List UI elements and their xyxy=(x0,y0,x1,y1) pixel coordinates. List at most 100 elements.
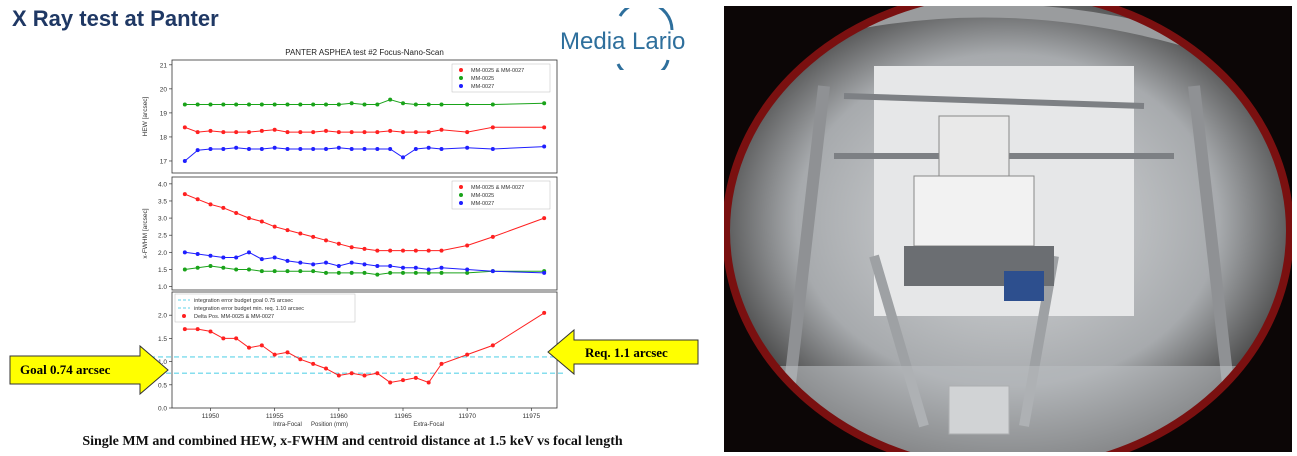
panel-1-series-1-point xyxy=(375,130,380,135)
panel-1-ytick-label: 17 xyxy=(160,158,168,165)
panel-3-series-1-point xyxy=(362,373,367,378)
panel-1-series-1-point xyxy=(208,128,213,133)
panel-2-series-2-point xyxy=(234,267,239,272)
panel-1-series-2-point xyxy=(182,102,187,107)
slide-title: X Ray test at Panter xyxy=(12,6,219,31)
panel-1-legend-label: MM-0025 xyxy=(471,76,494,82)
panel-2-series-2-point xyxy=(426,270,431,275)
panel-1-series-1-point xyxy=(311,130,316,135)
panel-1-series-1-point xyxy=(465,130,470,135)
panel-1-series-2-point xyxy=(247,102,251,107)
panel-1-series-2-point xyxy=(465,102,470,107)
panel-1-legend-marker xyxy=(459,76,463,80)
panel-2-legend-marker xyxy=(459,193,463,197)
panel-1-series-2-point xyxy=(234,102,239,107)
panel-2-ytick-label: 1.5 xyxy=(158,267,167,274)
panel-2-series-1-point xyxy=(182,192,187,197)
panel-2-ytick-label: 4.0 xyxy=(158,181,167,188)
panel-2-series-2-point xyxy=(221,265,226,270)
panel-2-series-1-point xyxy=(311,234,316,239)
panel-1-series-1-point xyxy=(542,125,547,130)
panel-3-series-1-point xyxy=(259,343,264,348)
panel-1-ytick-label: 18 xyxy=(160,134,168,141)
panel-1-series-1-point xyxy=(195,130,200,135)
panel-1-series-3-point xyxy=(490,146,495,151)
panel-3-series-1-point xyxy=(426,380,431,385)
panel-1-series-2-point xyxy=(272,102,277,107)
panel-1-series-1-point xyxy=(490,125,495,130)
panel-1-series-3-point xyxy=(272,145,277,150)
panel-2-series-1-point xyxy=(401,248,405,253)
xtick-label: 11970 xyxy=(458,413,476,420)
panel-2-series-3-point xyxy=(362,262,367,267)
panel-1-series-3-point xyxy=(465,145,470,150)
panel-1-series-1-point xyxy=(336,130,341,135)
panel-1-legend-box xyxy=(451,63,551,93)
panel-2-series-3-point xyxy=(375,264,380,269)
panel-2-series-2-point xyxy=(439,270,444,275)
panel-3-ytick-label: 2.0 xyxy=(158,313,167,320)
panel-1-series-3-point xyxy=(182,158,187,163)
panel-2-series-3-point xyxy=(388,264,393,269)
panel-1-legend-marker xyxy=(459,84,463,88)
panel-3-legend-label: integration error budget goal 0.75 arcse… xyxy=(194,298,293,304)
panel-1-series-1-point xyxy=(234,130,239,135)
focus-scan-chart: PANTER ASPHEA test #2 Focus-Nano-Scan 17 1… xyxy=(9,48,699,428)
panel-2-series-1-point xyxy=(413,248,418,253)
panel-1-series-2-point xyxy=(221,102,226,107)
panel-1-series-3-point xyxy=(324,146,328,151)
panel-1-series-3-point xyxy=(259,146,264,151)
panel-3-series-1-point xyxy=(182,327,187,332)
panel-3-ytick-label: 0.5 xyxy=(158,382,167,389)
panel-1-legend-label: MM-0027 xyxy=(471,84,494,90)
panel-2-series-1-point xyxy=(259,219,264,224)
panel-1-series-1-point xyxy=(426,130,431,135)
panel-1-series-1-point xyxy=(247,130,251,135)
panel-1-series-2-point xyxy=(401,101,405,106)
panel-2-legend-marker xyxy=(459,201,463,205)
panel-1-ytick-label: 20 xyxy=(160,86,168,93)
panel-2-series-2-point xyxy=(259,269,264,274)
panel-1-series-1-point xyxy=(413,130,418,135)
panel-1-series-1-point xyxy=(285,130,290,135)
panel-1-series-2-point xyxy=(285,102,290,107)
panel-2-series-2-point xyxy=(388,270,393,275)
panel-1-legend-marker xyxy=(459,68,463,72)
panel-1-series-2-point xyxy=(413,102,418,107)
media-lario-logo: Media Lario xyxy=(560,8,692,70)
panel-2-ytick-label: 2.0 xyxy=(158,250,167,257)
panel-2-series-3-point xyxy=(195,252,200,257)
panel-1-series-1-line xyxy=(184,126,545,133)
panel-3-legend-box xyxy=(174,293,356,323)
panel-1-series-3-point xyxy=(362,146,367,151)
panel-2-series-3-point xyxy=(182,250,187,255)
panel-3-series-1-point xyxy=(234,336,239,341)
xlabel-extra-focal: Extra-Focal xyxy=(413,422,444,428)
panel-1-series-1-point xyxy=(401,130,405,135)
panel-2-series-1-point xyxy=(439,248,444,253)
panel-3-series-1-point xyxy=(298,357,303,362)
panel-1-series-3-point xyxy=(311,146,316,151)
panel-1-legend-label: MM-0025 & MM-0027 xyxy=(471,68,524,74)
panel-2-series-1-point xyxy=(234,210,239,215)
panel-1-series-2-point xyxy=(336,102,341,107)
panel-2-series-3-point xyxy=(490,269,495,274)
panel-2-series-2-point xyxy=(195,265,200,270)
panel-2-series-3-point xyxy=(259,257,264,262)
panel-2-series-1-point xyxy=(208,202,213,207)
panel-2-series-2-point xyxy=(401,270,405,275)
panel-3-series-1-point xyxy=(208,329,213,334)
panel-2-series-3-point xyxy=(298,260,303,265)
req-callout-text: Req. 1.1 arcsec xyxy=(585,345,668,360)
panel-2-series-1-point xyxy=(349,245,354,250)
panel-3-series-1-point xyxy=(311,361,316,366)
panel-2-series-1-point xyxy=(285,228,290,233)
panel-2-series-1-point xyxy=(324,238,328,243)
panel-2-series-3-point xyxy=(285,258,290,263)
panel-1-series-2-point xyxy=(542,101,547,106)
panel-2-series-1-point xyxy=(272,224,277,229)
panel-3-series-1-point xyxy=(542,310,547,315)
panel-2-ytick-label: 2.5 xyxy=(158,233,167,240)
panel-2-series-1-point xyxy=(336,241,341,246)
panel-2-series-2-point xyxy=(208,264,213,269)
